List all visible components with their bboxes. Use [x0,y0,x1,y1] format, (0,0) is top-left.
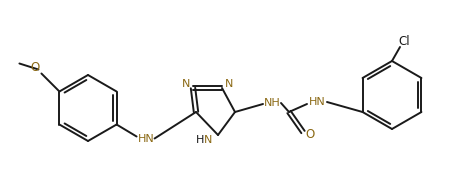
Text: N: N [182,79,190,89]
Text: N: N [204,135,212,145]
Text: O: O [31,61,40,74]
Text: N: N [225,79,233,89]
Text: Cl: Cl [398,34,410,47]
Text: NH: NH [264,98,281,108]
Text: HN: HN [308,97,325,107]
Text: O: O [305,129,314,142]
Text: HN: HN [138,134,155,144]
Text: H: H [196,135,204,145]
